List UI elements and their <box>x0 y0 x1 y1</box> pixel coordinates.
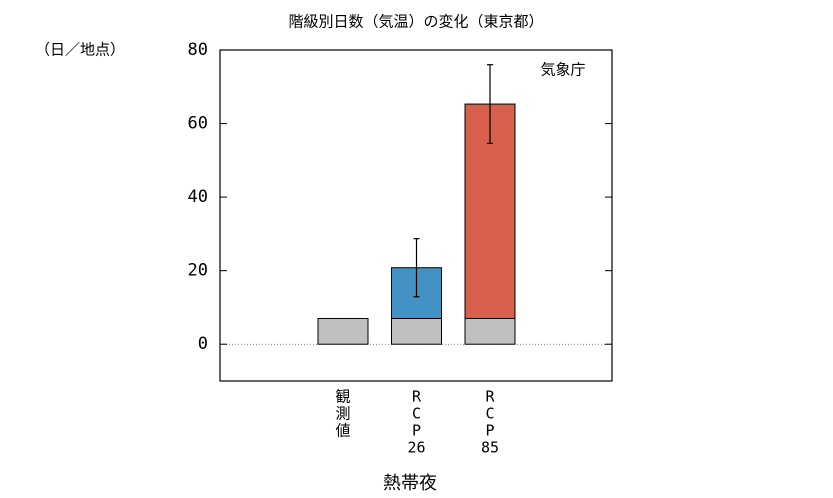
y-unit: （日／地点） <box>35 41 125 59</box>
x-tick-label: P <box>412 422 421 440</box>
x-tick-label: C <box>412 405 421 423</box>
y-tick-label: 0 <box>198 334 208 354</box>
source: 気象庁 <box>540 61 585 79</box>
x-tick-label: P <box>485 422 494 440</box>
bar <box>464 317 516 345</box>
x-tick-label: 観 <box>335 388 350 406</box>
bar <box>317 317 369 345</box>
error-bar <box>413 238 420 298</box>
x-tick-label: R <box>485 388 495 406</box>
x-tick-label: 値 <box>335 422 350 440</box>
chart-title: 階級別日数（気温）の変化（東京都） <box>288 13 543 31</box>
x-tick-label: R <box>412 388 422 406</box>
bar <box>391 317 442 345</box>
error-bar <box>487 64 493 145</box>
y-tick-label: 60 <box>188 114 208 134</box>
x-axis-label: 熱帯夜 <box>383 473 437 494</box>
y-tick-label: 80 <box>188 40 208 60</box>
x-tick-label: 85 <box>481 439 499 457</box>
x-tick-label: 26 <box>407 439 425 457</box>
x-tick-label: C <box>485 405 494 423</box>
y-tick-label: 20 <box>188 261 208 281</box>
y-tick-label: 40 <box>188 187 208 207</box>
x-tick-label: 測 <box>335 405 350 423</box>
plot-frame <box>219 49 613 382</box>
